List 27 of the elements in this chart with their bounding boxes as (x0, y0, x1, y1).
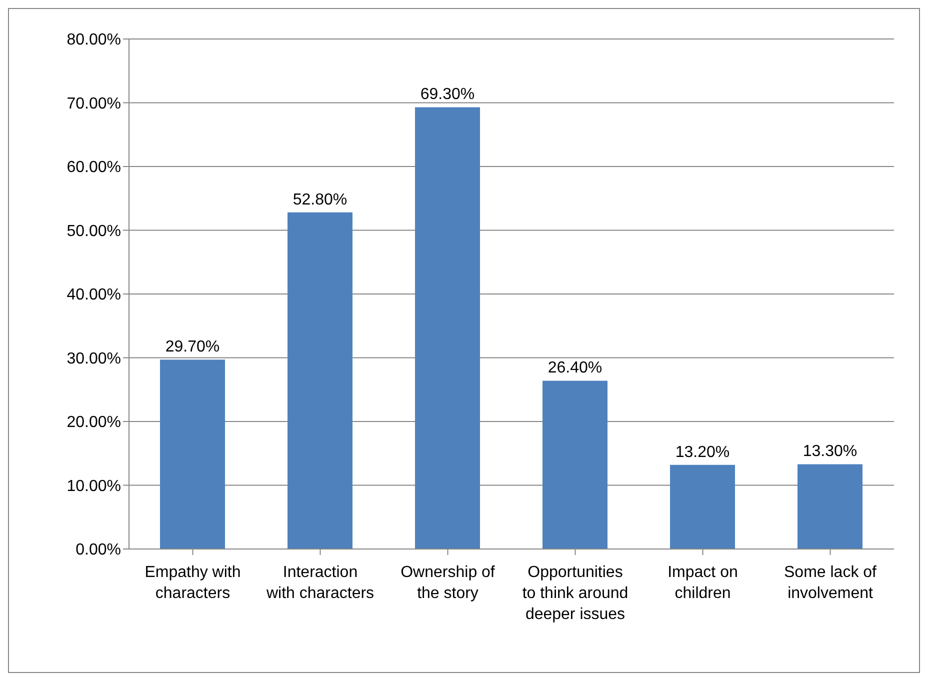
bar (160, 360, 225, 549)
x-tick-label: Interaction with characters (265, 564, 374, 602)
y-tick-label: 80.00% (66, 32, 121, 49)
bar (798, 464, 862, 549)
data-label: 69.30% (420, 86, 475, 104)
y-tick-label: 50.00% (66, 222, 121, 240)
y-tick-label: 70.00% (66, 95, 121, 112)
y-tick-label: 30.00% (66, 350, 121, 368)
data-label: 26.40% (548, 360, 602, 377)
bar (288, 212, 352, 549)
x-tick-label: Some lack of involvement (784, 564, 878, 602)
y-tick-label: 60.00% (66, 159, 121, 176)
x-tick-label: Impact on children (668, 564, 738, 602)
bar (415, 107, 480, 549)
y-tick-label: 20.00% (66, 414, 121, 432)
y-tick-label: 10.00% (66, 478, 121, 495)
x-tick-label: Empathy with characters (144, 564, 241, 602)
y-tick-label: 40.00% (66, 286, 121, 304)
data-label: 13.20% (675, 444, 730, 461)
x-tick-label: Ownership of the story (400, 564, 496, 602)
y-tick-label: 0.00% (76, 542, 121, 559)
x-tick-label: Opportunities to think around deeper issues (522, 564, 628, 623)
bar (542, 380, 608, 549)
data-label: 52.80% (292, 191, 348, 208)
data-label: 13.30% (802, 443, 858, 460)
data-label: 29.70% (165, 338, 220, 356)
bar (670, 464, 735, 549)
